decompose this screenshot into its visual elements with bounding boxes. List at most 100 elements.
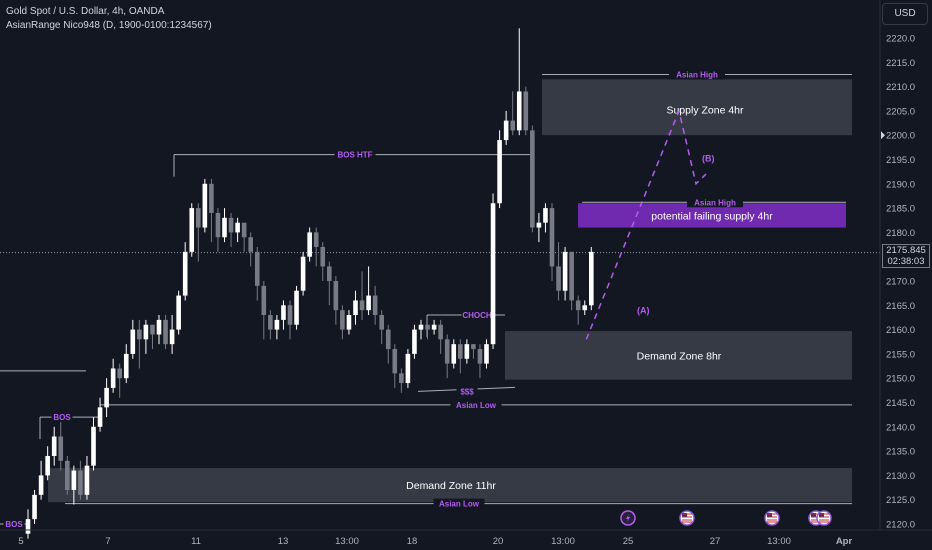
candle-body	[431, 324, 437, 330]
candle-body	[78, 470, 83, 495]
candle-body	[523, 91, 529, 131]
candle	[372, 285, 378, 325]
candle	[543, 203, 548, 233]
level-label: CHOCH	[462, 311, 492, 320]
candle-body	[490, 203, 496, 345]
time-tick-label: 25	[623, 536, 634, 547]
candle	[248, 232, 253, 267]
candle	[300, 251, 306, 296]
candle	[418, 319, 424, 340]
candle-body	[228, 217, 234, 233]
candle-body	[543, 208, 548, 223]
candle-body	[143, 324, 149, 340]
candle	[25, 509, 31, 539]
candle-body	[562, 251, 568, 291]
candle-body	[458, 344, 463, 359]
us-flag-event-icon[interactable]	[816, 510, 832, 526]
time-tick-label: 27	[710, 536, 721, 547]
candle-body	[405, 353, 411, 384]
dividend-lightning-icon[interactable]	[620, 510, 636, 526]
level-label: Asian High	[694, 198, 736, 207]
candle-body	[300, 256, 306, 291]
candle	[431, 319, 437, 335]
candle-body	[25, 519, 31, 534]
candle-body	[32, 494, 37, 520]
candle	[405, 349, 411, 388]
candle-body	[307, 232, 312, 257]
us-flag-event-icon[interactable]	[764, 510, 780, 526]
candle-body	[222, 217, 227, 238]
zone-label: Demand Zone 8hr	[637, 350, 722, 362]
price-tick-label: 2170.0	[886, 277, 915, 288]
candle-body	[110, 368, 116, 388]
candle	[169, 315, 175, 354]
candle	[516, 28, 522, 136]
candle	[359, 271, 365, 320]
price-tick-label: 2145.0	[886, 398, 915, 409]
time-tick-label: 13	[278, 536, 289, 547]
candle-body	[235, 222, 240, 233]
candle	[117, 363, 122, 398]
candle-body	[477, 349, 483, 364]
candle-body	[379, 315, 384, 330]
candle-body	[58, 436, 64, 461]
candle	[333, 276, 339, 325]
level-label-bg	[456, 386, 478, 397]
candle-body	[189, 208, 195, 252]
candle	[438, 319, 443, 354]
level-label: BOS	[5, 520, 23, 529]
price-tick-label: 2215.0	[886, 58, 915, 69]
candle	[569, 251, 574, 311]
zone-supply-zone-4hr	[542, 79, 852, 136]
level-label: BOS	[53, 413, 71, 422]
price-tick-label: 2210.0	[886, 82, 915, 93]
candle	[222, 208, 227, 243]
last-price-tag: 2175.845 02:38:03	[882, 244, 930, 268]
candle-body	[438, 324, 443, 340]
candle-body	[340, 310, 345, 330]
bar-countdown: 02:38:03	[887, 256, 925, 267]
candle	[110, 358, 116, 393]
candle	[163, 315, 168, 350]
zone-potential-failing-supply-4hr	[578, 203, 846, 228]
candle-body	[91, 426, 96, 466]
candle-body	[346, 315, 352, 330]
candle	[209, 178, 214, 243]
candle-body	[182, 251, 188, 296]
candle-body	[268, 315, 273, 330]
candle-body	[97, 407, 103, 427]
candle-body	[196, 208, 201, 228]
zone-label: Demand Zone 11hr	[406, 480, 496, 492]
candle	[366, 266, 371, 316]
level-label-bg	[3, 519, 25, 529]
projection-label-a: (A)	[637, 306, 650, 316]
level-label: Asian High	[676, 70, 718, 79]
candle-body	[399, 373, 404, 384]
candle	[182, 242, 188, 301]
indicator-label[interactable]: AsianRange Nico948 (D, 1900-0100:1234567…	[6, 20, 212, 31]
candle	[228, 212, 234, 247]
candle-body	[313, 232, 319, 247]
price-tick-label: 2165.0	[886, 301, 915, 312]
level-label: Asian Low	[439, 500, 480, 509]
candle-body	[71, 470, 77, 490]
candle	[530, 125, 535, 233]
candle	[156, 315, 162, 345]
candle-body	[582, 305, 588, 311]
candle	[150, 324, 155, 350]
candle	[320, 242, 326, 281]
time-tick-label: 13:00	[551, 536, 575, 547]
candle-body	[169, 329, 175, 345]
projection-label-b: (B)	[702, 153, 715, 163]
us-flag-event-icon[interactable]	[679, 510, 695, 526]
currency-button[interactable]: USD	[882, 3, 928, 25]
candle-body	[248, 237, 253, 252]
candle	[510, 91, 515, 136]
time-tick-label: 18	[407, 536, 418, 547]
candle	[497, 130, 502, 209]
candle	[477, 344, 483, 379]
candle	[215, 208, 221, 252]
flag-canton	[767, 513, 772, 517]
candle	[307, 227, 312, 262]
